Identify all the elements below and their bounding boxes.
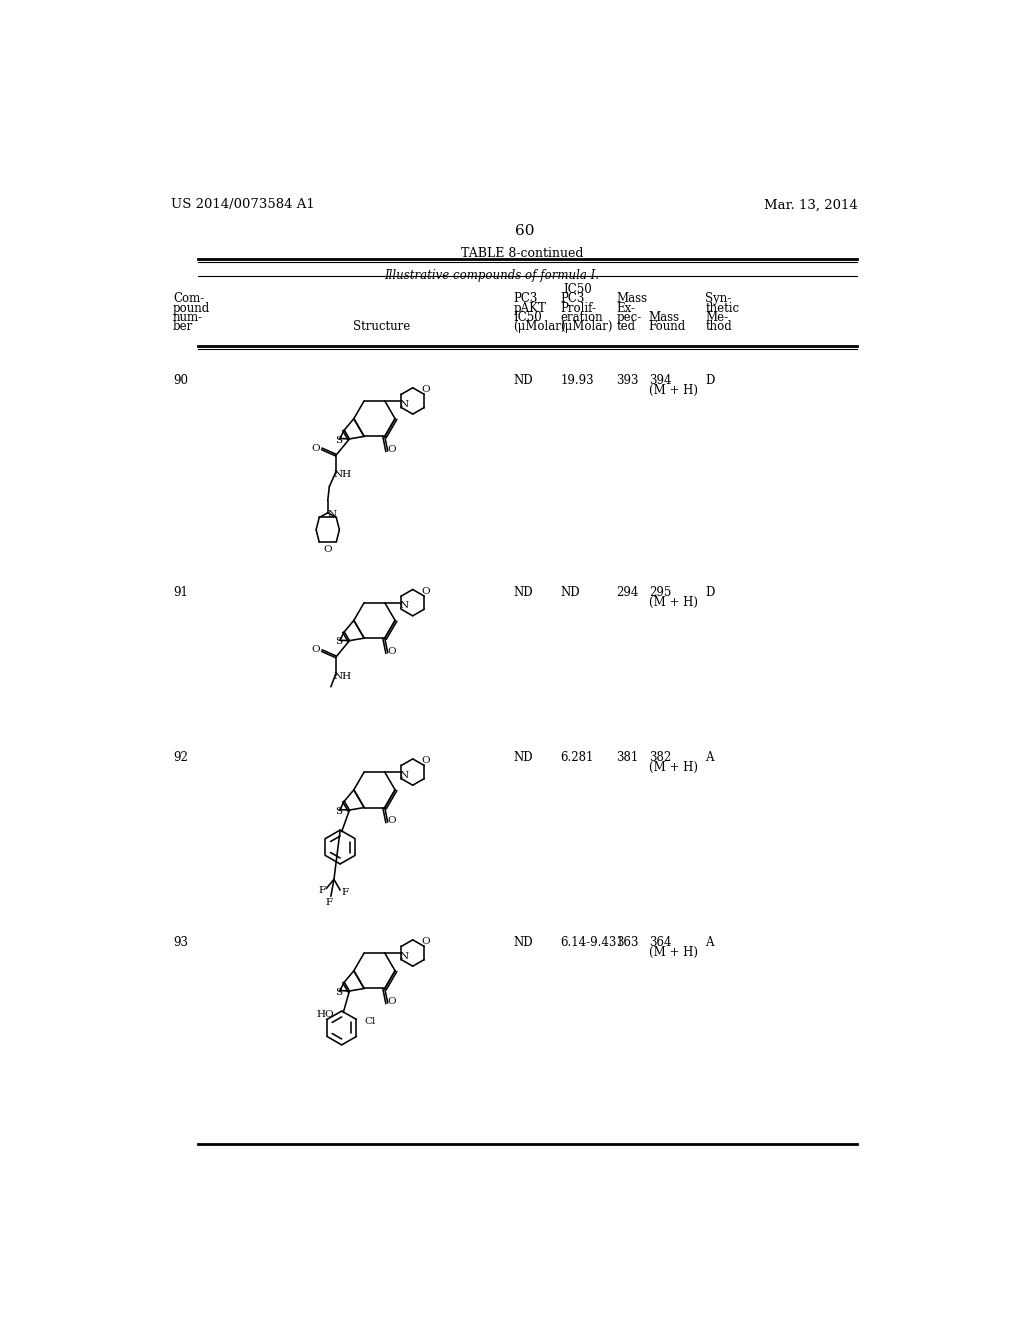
Text: ND: ND <box>513 751 532 764</box>
Text: S: S <box>335 987 342 997</box>
Text: N: N <box>399 601 409 610</box>
Text: O: O <box>422 385 430 395</box>
Text: S: S <box>335 638 342 647</box>
Text: 91: 91 <box>173 586 187 599</box>
Text: 6.281: 6.281 <box>560 751 594 764</box>
Text: US 2014/0073584 A1: US 2014/0073584 A1 <box>171 198 314 211</box>
Text: D: D <box>706 586 715 599</box>
Text: O: O <box>422 587 430 595</box>
Text: O: O <box>422 937 430 946</box>
Text: Mar. 13, 2014: Mar. 13, 2014 <box>764 198 857 211</box>
Text: ND: ND <box>513 586 532 599</box>
Text: Prolif-: Prolif- <box>560 302 596 314</box>
Text: 93: 93 <box>173 936 188 949</box>
Text: IC50: IC50 <box>563 284 592 296</box>
Text: 6.14-9.431: 6.14-9.431 <box>560 936 625 949</box>
Text: pound: pound <box>173 302 210 314</box>
Text: N: N <box>399 400 409 408</box>
Text: S: S <box>335 807 342 816</box>
Text: 394: 394 <box>649 374 672 387</box>
Text: (μMolar): (μMolar) <box>560 321 613 333</box>
Text: Mass: Mass <box>616 293 647 305</box>
Text: F: F <box>341 888 348 898</box>
Text: N: N <box>399 952 409 961</box>
Text: ber: ber <box>173 321 194 333</box>
Text: 393: 393 <box>616 374 639 387</box>
Text: Structure: Structure <box>352 321 410 333</box>
Text: NH: NH <box>334 470 351 479</box>
Text: N: N <box>328 510 337 519</box>
Text: HO: HO <box>316 1010 334 1019</box>
Text: F: F <box>326 898 333 907</box>
Text: D: D <box>706 374 715 387</box>
Text: (M + H): (M + H) <box>649 946 697 960</box>
Text: 364: 364 <box>649 936 672 949</box>
Text: Found: Found <box>649 321 686 333</box>
Text: 60: 60 <box>515 224 535 238</box>
Text: PC3: PC3 <box>560 293 585 305</box>
Text: 382: 382 <box>649 751 671 764</box>
Text: eration: eration <box>560 312 603 323</box>
Text: A: A <box>706 751 714 764</box>
Text: ND: ND <box>560 586 580 599</box>
Text: Me-: Me- <box>706 312 728 323</box>
Text: O: O <box>387 816 396 825</box>
Text: O: O <box>312 645 321 655</box>
Text: pAKT: pAKT <box>513 302 546 314</box>
Text: O: O <box>387 445 396 454</box>
Text: 294: 294 <box>616 586 639 599</box>
Text: 19.93: 19.93 <box>560 374 594 387</box>
Text: ND: ND <box>513 936 532 949</box>
Text: O: O <box>422 756 430 766</box>
Text: (M + H): (M + H) <box>649 762 697 775</box>
Text: Mass: Mass <box>649 312 680 323</box>
Text: Ex-: Ex- <box>616 302 635 314</box>
Text: thod: thod <box>706 321 732 333</box>
Text: NH: NH <box>334 672 351 681</box>
Text: O: O <box>312 444 321 453</box>
Text: num-: num- <box>173 312 203 323</box>
Text: Syn-: Syn- <box>706 293 731 305</box>
Text: 295: 295 <box>649 586 671 599</box>
Text: ND: ND <box>513 374 532 387</box>
Text: pec-: pec- <box>616 312 641 323</box>
Text: A: A <box>706 936 714 949</box>
Text: (M + H): (M + H) <box>649 595 697 609</box>
Text: TABLE 8-continued: TABLE 8-continued <box>461 247 584 260</box>
Text: F: F <box>318 887 325 895</box>
Text: O: O <box>387 647 396 656</box>
Text: IC50: IC50 <box>513 312 542 323</box>
Text: 381: 381 <box>616 751 639 764</box>
Text: O: O <box>324 545 332 554</box>
Text: Com-: Com- <box>173 293 204 305</box>
Text: O: O <box>387 997 396 1006</box>
Text: ted: ted <box>616 321 635 333</box>
Text: 90: 90 <box>173 374 188 387</box>
Text: N: N <box>399 771 409 780</box>
Text: 92: 92 <box>173 751 187 764</box>
Text: 363: 363 <box>616 936 639 949</box>
Text: thetic: thetic <box>706 302 739 314</box>
Text: Cl: Cl <box>365 1016 376 1026</box>
Text: S: S <box>335 436 342 445</box>
Text: (M + H): (M + H) <box>649 384 697 397</box>
Text: PC3: PC3 <box>513 293 538 305</box>
Text: (μMolar): (μMolar) <box>513 321 565 333</box>
Text: Illustrative compounds of formula I.: Illustrative compounds of formula I. <box>384 269 599 282</box>
